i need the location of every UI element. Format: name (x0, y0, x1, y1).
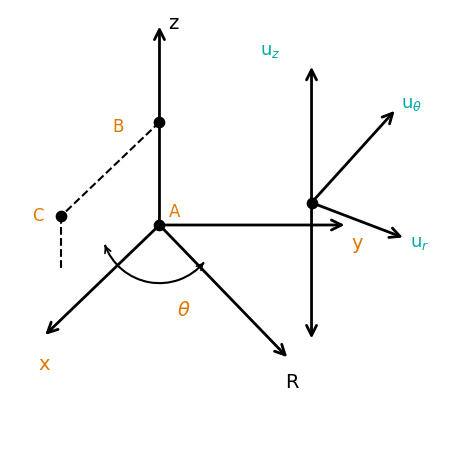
Text: A: A (169, 202, 180, 220)
Point (156, 118, 163, 126)
Text: B: B (112, 117, 124, 135)
Text: x: x (39, 355, 50, 374)
Text: z: z (169, 14, 179, 33)
Text: u$_\theta$: u$_\theta$ (401, 95, 422, 113)
Point (308, 199, 315, 206)
Text: C: C (32, 207, 43, 225)
Point (156, 221, 163, 229)
Text: y: y (352, 234, 363, 253)
Text: R: R (284, 373, 298, 392)
Text: u$_r$: u$_r$ (410, 234, 430, 252)
Text: $\theta$: $\theta$ (178, 301, 191, 320)
Point (57, 212, 65, 220)
Text: u$_z$: u$_z$ (260, 41, 280, 59)
